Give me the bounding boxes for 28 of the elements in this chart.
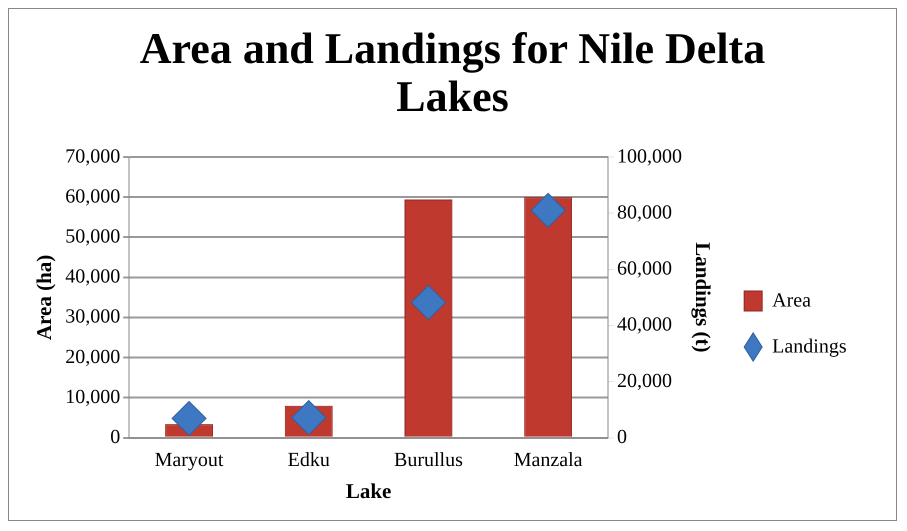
point <box>530 192 566 228</box>
legend-label: Landings <box>772 335 847 358</box>
x-tick-label: Maryout <box>154 449 224 472</box>
y-tick-label: 40,000 <box>65 266 120 288</box>
legend-label: Area <box>772 289 812 312</box>
y-tick-label: 0 <box>110 426 120 448</box>
point <box>172 400 207 436</box>
y2-axis-title: Landings (t) <box>691 242 716 353</box>
y2-tick-label: 60,000 <box>616 258 672 280</box>
x-tick-label: Edku <box>288 449 330 472</box>
y2-tick-label: 20,000 <box>616 370 672 392</box>
y-axis-title: Area (ha) <box>32 254 56 340</box>
x-tick-label: Burullus <box>394 449 464 472</box>
y-tick-label: 50,000 <box>65 225 120 248</box>
y-tick-label: 10,000 <box>65 386 120 408</box>
y-tick-label: 30,000 <box>65 306 120 328</box>
y2-tick-label: 0 <box>616 426 627 448</box>
chart-title: Area and Landings for Nile Delta Lakes <box>138 24 766 121</box>
y-tick-label: 70,000 <box>65 145 120 168</box>
y-tick-label: 20,000 <box>65 346 120 368</box>
y2-tick-label: 40,000 <box>616 314 672 336</box>
y2-tick-label: 80,000 <box>616 201 672 224</box>
x-axis-title: Lake <box>346 478 392 503</box>
x-tick-label: Manzala <box>514 449 583 472</box>
point <box>291 400 326 436</box>
y2-tick-label: 100,000 <box>616 145 682 168</box>
y-tick-label: 60,000 <box>65 185 120 208</box>
point <box>410 284 446 320</box>
